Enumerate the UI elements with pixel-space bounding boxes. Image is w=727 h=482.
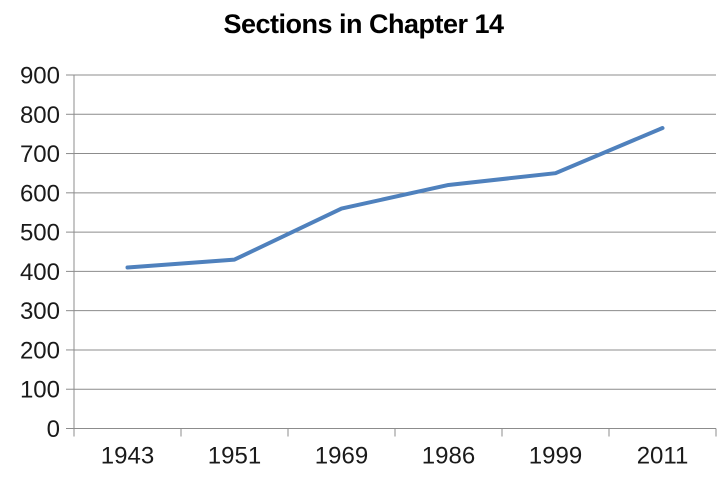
x-axis-label: 1986 — [422, 443, 475, 470]
y-axis-label: 600 — [20, 180, 60, 207]
x-axis-label: 1999 — [529, 443, 582, 470]
y-axis-label: 200 — [20, 337, 60, 364]
y-axis-label: 800 — [20, 102, 60, 129]
x-axis-label: 1969 — [315, 443, 368, 470]
y-axis-label: 700 — [20, 141, 60, 168]
y-axis-label: 500 — [20, 220, 60, 247]
y-axis-label: 900 — [20, 63, 60, 90]
x-axis-label: 2011 — [637, 443, 689, 470]
y-axis-label: 300 — [20, 298, 60, 325]
x-axis-label: 1943 — [101, 443, 154, 470]
x-axis-label: 1951 — [208, 443, 261, 470]
y-axis-label: 400 — [20, 259, 60, 286]
data-line — [125, 126, 665, 270]
y-axis-label: 0 — [47, 416, 60, 443]
chart-title: Sections in Chapter 14 — [223, 9, 504, 39]
y-axis-label: 100 — [20, 377, 60, 404]
